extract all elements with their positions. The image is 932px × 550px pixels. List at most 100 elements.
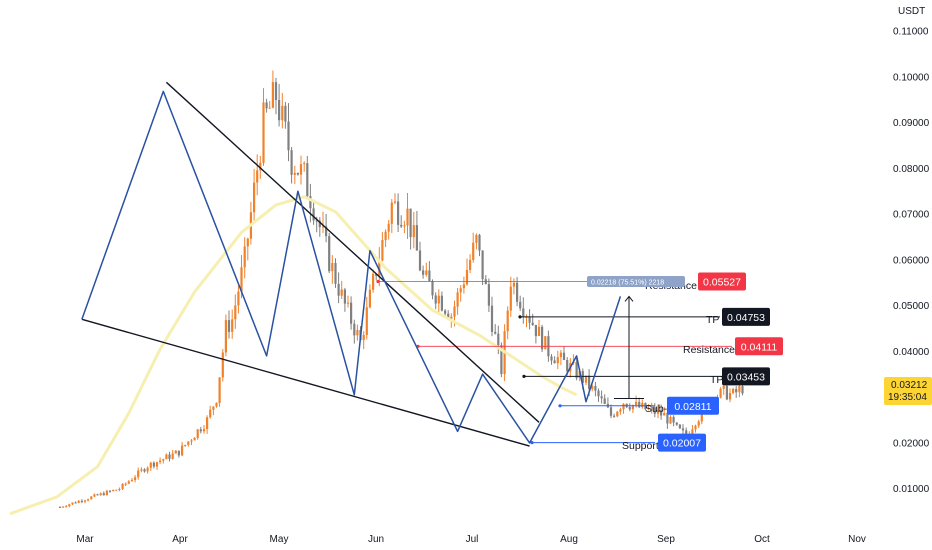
level-anchor	[518, 315, 522, 319]
candle-body	[268, 107, 271, 109]
candle-body	[58, 506, 62, 508]
measure-label-badge	[587, 276, 685, 287]
candle-body	[512, 282, 515, 287]
candle-body	[130, 479, 134, 482]
candle-body	[328, 236, 331, 272]
candle-body	[80, 500, 83, 502]
moving-average-layer	[9, 195, 578, 516]
candle-body	[669, 416, 672, 424]
time-axis-ticks: Mar Apr May Jun Jul Aug Sep Oct Nov	[76, 534, 866, 545]
candle-body	[447, 313, 450, 319]
candle-body	[638, 401, 641, 408]
level-value-badge	[667, 396, 719, 415]
level-value-badge	[722, 307, 770, 326]
candle-body	[287, 121, 290, 151]
annotation-labels-layer: Resistance0.05527TP0.04753Resistance0.04…	[587, 272, 783, 452]
candle-body	[293, 173, 296, 175]
candle-body	[397, 201, 400, 225]
candle-body	[459, 288, 462, 293]
price-axis-unit: USDT	[898, 6, 925, 17]
time-tick-label: Aug	[560, 534, 578, 545]
candle-body	[168, 454, 171, 459]
wedge-upper-line[interactable]	[165, 81, 540, 423]
candle-body	[490, 305, 494, 332]
price-axis-panel[interactable]	[884, 0, 932, 526]
last-price-countdown: 19:35:04	[888, 392, 927, 403]
candle-body	[96, 494, 99, 496]
level-label: TP	[710, 374, 723, 386]
candle-body	[465, 270, 469, 285]
candle-body	[372, 273, 375, 290]
candle-body	[653, 407, 656, 414]
candle-body	[102, 493, 105, 496]
candle-body	[613, 415, 616, 417]
candle-body	[738, 386, 741, 393]
candle-body	[415, 225, 418, 251]
candle-body	[93, 494, 96, 497]
candle-body	[556, 357, 559, 364]
candle-body	[381, 240, 384, 261]
price-tick-label: 0.05000	[893, 301, 930, 312]
candle-body	[697, 421, 700, 426]
candle-body	[616, 411, 619, 417]
candle-body	[700, 409, 703, 422]
candle-body	[494, 331, 497, 334]
candle-body	[215, 402, 218, 407]
candle-body	[516, 282, 519, 302]
candle-body	[303, 163, 306, 165]
candle-body	[650, 407, 653, 409]
candle-body	[584, 375, 588, 383]
candle-body	[124, 483, 127, 485]
candle-body	[196, 429, 199, 438]
level-value-text: 0.02007	[663, 438, 701, 450]
measure-arrow-icon	[624, 295, 634, 302]
price-tick-label: 0.07000	[893, 210, 930, 221]
level-anchor	[530, 441, 534, 445]
candle-body	[171, 453, 174, 459]
candle-body	[334, 263, 337, 284]
candle-body	[412, 225, 415, 238]
candle-body	[271, 82, 274, 108]
candle-body	[384, 231, 387, 241]
candle-body	[227, 320, 231, 332]
candle-body	[581, 371, 584, 383]
level-value-text: 0.04753	[727, 312, 765, 324]
candle-body	[177, 450, 180, 456]
candle-body	[431, 280, 434, 296]
candle-body	[400, 224, 403, 227]
candle-body	[71, 502, 74, 505]
wedge-lower-line[interactable]	[81, 318, 530, 447]
candle-body	[318, 220, 321, 228]
candle-body	[221, 352, 224, 378]
time-tick-label: Jun	[368, 534, 384, 545]
candle-body	[741, 386, 744, 394]
candle-body	[440, 295, 443, 311]
measure-label-text: 0.02218 (75.51%) 2218	[591, 280, 664, 287]
candle-body	[259, 162, 262, 171]
candle-body	[641, 402, 644, 408]
level-value-badge	[735, 337, 783, 356]
candle-body	[393, 201, 397, 203]
level-value-badge	[722, 367, 770, 386]
candle-body	[647, 408, 650, 410]
candle-body	[575, 362, 578, 378]
candle-body	[719, 388, 722, 398]
candle-body	[65, 506, 68, 508]
candle-body	[622, 403, 625, 410]
level-anchor	[558, 404, 562, 408]
drawing-lines-layer[interactable]	[81, 81, 732, 447]
candle-body	[321, 226, 325, 228]
time-tick-label: Mar	[76, 534, 94, 545]
candle-body	[77, 500, 80, 503]
candle-body	[591, 386, 594, 389]
candle-body	[184, 445, 187, 446]
pattern-path-line[interactable]	[81, 90, 622, 444]
candle-body	[559, 352, 562, 358]
candle-body	[681, 428, 685, 431]
candle-body	[678, 424, 681, 429]
candle-body	[262, 102, 265, 163]
candle-body	[159, 460, 162, 463]
candle-body	[685, 430, 688, 437]
candle-body	[209, 409, 212, 418]
